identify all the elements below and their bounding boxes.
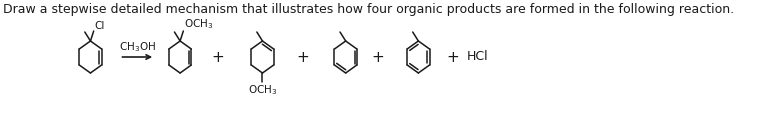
Text: OCH$_3$: OCH$_3$: [247, 83, 277, 97]
Text: +: +: [446, 49, 458, 65]
Text: HCl: HCl: [467, 51, 489, 63]
Text: OCH$_3$: OCH$_3$: [184, 17, 213, 31]
Text: Cl: Cl: [94, 21, 105, 31]
Text: +: +: [297, 49, 309, 65]
Text: CH$_3$OH: CH$_3$OH: [119, 40, 156, 54]
Text: +: +: [212, 49, 225, 65]
Text: Draw a stepwise detailed mechanism that illustrates how four organic products ar: Draw a stepwise detailed mechanism that …: [3, 3, 735, 16]
Text: +: +: [372, 49, 384, 65]
